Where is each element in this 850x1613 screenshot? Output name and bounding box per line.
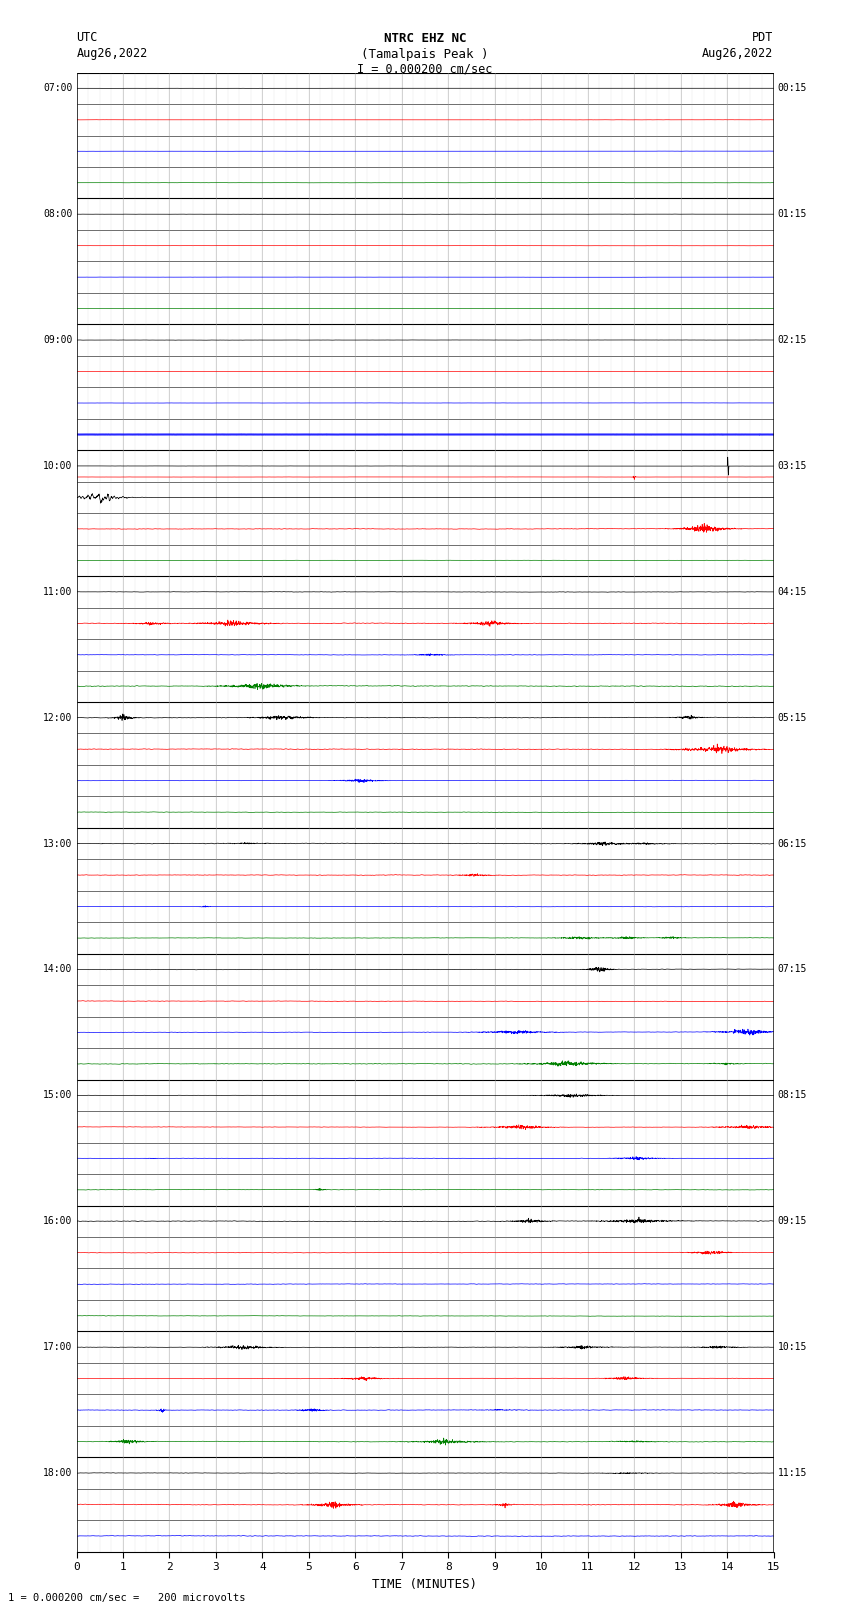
Text: NTRC EHZ NC: NTRC EHZ NC	[383, 32, 467, 45]
Text: Aug26,2022: Aug26,2022	[76, 47, 148, 60]
Text: I = 0.000200 cm/sec: I = 0.000200 cm/sec	[357, 63, 493, 76]
X-axis label: TIME (MINUTES): TIME (MINUTES)	[372, 1578, 478, 1590]
Text: PDT: PDT	[752, 31, 774, 44]
Text: UTC: UTC	[76, 31, 98, 44]
Text: (Tamalpais Peak ): (Tamalpais Peak )	[361, 48, 489, 61]
Text: Aug26,2022: Aug26,2022	[702, 47, 774, 60]
Text: 1 = 0.000200 cm/sec =   200 microvolts: 1 = 0.000200 cm/sec = 200 microvolts	[8, 1594, 246, 1603]
